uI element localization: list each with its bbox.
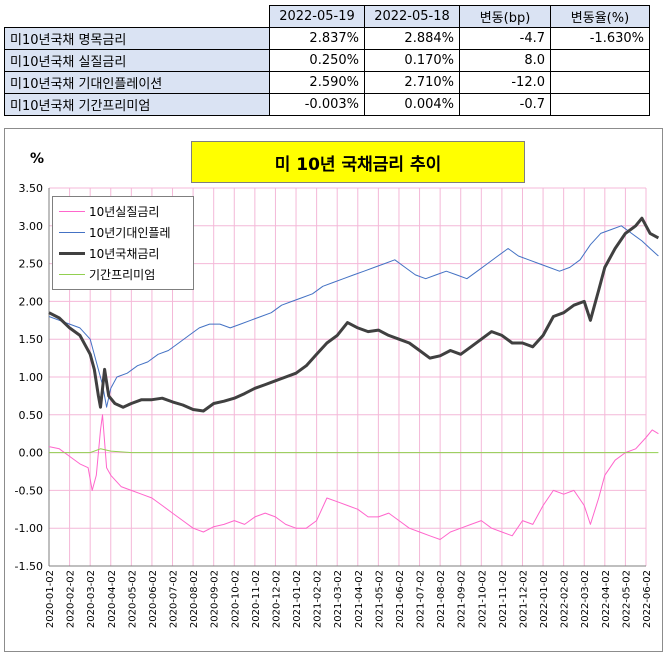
- legend-label: 기간프리미엄: [89, 267, 156, 282]
- x-tick-label: 2020-06-02: [148, 570, 159, 628]
- legend-label: 10년실질금리: [89, 204, 160, 219]
- legend-swatch: [59, 273, 85, 275]
- y-axis-unit: %: [30, 151, 45, 167]
- row-label: 미10년국채 실질금리: [4, 49, 270, 72]
- y-tick-label: -1.00: [15, 522, 43, 535]
- y-tick-label: 2.50: [19, 258, 44, 271]
- series-line-2: [48, 225, 659, 408]
- x-tick-label: 2021-06-02: [395, 570, 406, 628]
- rate-summary-table: 2022-05-19 2022-05-18 변동(bp) 변동율(%) 미10년…: [4, 5, 650, 116]
- row-change-bp: -0.7: [459, 93, 551, 116]
- header-date-1: 2022-05-19: [269, 5, 365, 28]
- x-tick-label: 2021-05-02: [374, 570, 385, 628]
- y-tick-label: 1.50: [19, 333, 44, 346]
- table-row: 미10년국채 실질금리 0.250% 0.170% 8.0: [4, 49, 650, 72]
- x-tick-label: 2022-05-02: [621, 570, 632, 628]
- chart-legend: 10년실질금리 10년기대인플레 10년국채금리 기간프리미엄: [52, 196, 194, 290]
- y-tick-label: 1.00: [19, 371, 44, 384]
- row-change-pct: [550, 49, 650, 72]
- table-row: 미10년국채 기간프리미엄 -0.003% 0.004% -0.7: [4, 93, 650, 116]
- x-tick-label: 2020-05-02: [127, 570, 138, 628]
- legend-item: 10년기대인플레: [59, 224, 171, 240]
- x-tick-label: 2020-12-02: [271, 570, 282, 628]
- x-tick-label: 2021-08-02: [436, 570, 447, 628]
- legend-item: 10년실질금리: [59, 203, 159, 219]
- y-tick-label: 3.00: [19, 220, 44, 233]
- row-change-bp: 8.0: [459, 49, 551, 72]
- x-tick-label: 2021-12-02: [518, 570, 529, 628]
- row-value-d1: 0.250%: [269, 49, 365, 72]
- x-tick-label: 2021-10-02: [477, 570, 488, 628]
- y-tick-label: -0.50: [15, 484, 43, 497]
- x-tick-label: 2022-01-02: [539, 570, 550, 628]
- legend-swatch: [59, 231, 85, 233]
- table-header-row: 2022-05-19 2022-05-18 변동(bp) 변동율(%): [4, 5, 650, 28]
- x-tick-label: 2020-01-02: [45, 570, 56, 628]
- row-value-d1: 2.837%: [269, 27, 365, 50]
- legend-swatch: [59, 210, 85, 212]
- x-tick-label: 2020-11-02: [251, 570, 262, 628]
- row-value-d2: 0.004%: [364, 93, 460, 116]
- table-row: 미10년국채 기대인플레이션 2.590% 2.710% -12.0: [4, 71, 650, 94]
- row-value-d2: 0.170%: [364, 49, 460, 72]
- y-tick-label: 2.00: [19, 295, 44, 308]
- series-line-1: [48, 414, 659, 540]
- x-tick-label: 2021-02-02: [313, 570, 324, 628]
- row-change-pct: [550, 71, 650, 94]
- row-value-d1: 2.590%: [269, 71, 365, 94]
- legend-swatch: [59, 251, 85, 255]
- y-tick-label: 0.00: [19, 447, 44, 460]
- row-label: 미10년국채 기대인플레이션: [4, 71, 270, 94]
- x-tick-label: 2020-10-02: [230, 570, 241, 628]
- table-row: 미10년국채 명목금리 2.837% 2.884% -4.7 -1.630%: [4, 27, 650, 50]
- x-tick-label: 2020-04-02: [107, 570, 118, 628]
- row-label: 미10년국채 기간프리미엄: [4, 93, 270, 116]
- x-tick-label: 2021-07-02: [416, 570, 427, 628]
- x-tick-label: 2021-01-02: [292, 570, 303, 628]
- x-tick-label: 2020-03-02: [86, 570, 97, 628]
- row-value-d2: 2.884%: [364, 27, 460, 50]
- row-change-pct: -1.630%: [550, 27, 650, 50]
- x-tick-label: 2020-09-02: [210, 570, 221, 628]
- y-tick-label: -1.50: [15, 560, 43, 573]
- x-tick-label: 2022-03-02: [580, 570, 591, 628]
- x-tick-label: 2021-11-02: [498, 570, 509, 628]
- chart-title: 미 10년 국채금리 추이: [191, 141, 525, 183]
- x-tick-label: 2022-06-02: [642, 570, 653, 628]
- series-line-3: [48, 216, 660, 413]
- legend-item: 10년국채금리: [59, 245, 159, 261]
- row-change-bp: -12.0: [459, 71, 551, 94]
- row-change-pct: [550, 93, 650, 116]
- row-label: 미10년국채 명목금리: [4, 27, 270, 50]
- header-change-bp: 변동(bp): [459, 5, 551, 28]
- rate-chart: 3.50 3.00 2.50 2.00 1.50 1.00 0.50 0.00 -0.50 -1.…: [4, 128, 663, 652]
- legend-item: 기간프리미엄: [59, 266, 155, 282]
- x-tick-label: 2020-08-02: [189, 570, 200, 628]
- x-tick-label: 2020-02-02: [66, 570, 77, 628]
- row-value-d1: -0.003%: [269, 93, 365, 116]
- x-tick-label: 2021-04-02: [354, 570, 365, 628]
- row-change-bp: -4.7: [459, 27, 551, 50]
- row-value-d2: 2.710%: [364, 71, 460, 94]
- legend-label: 10년국채금리: [89, 246, 160, 261]
- x-tick-label: 2022-04-02: [601, 570, 612, 628]
- header-change-pct: 변동율(%): [550, 5, 650, 28]
- series-line-4: [49, 448, 659, 454]
- legend-label: 10년기대인플레: [89, 225, 171, 240]
- header-date-2: 2022-05-18: [364, 5, 460, 28]
- x-tick-label: 2021-09-02: [457, 570, 468, 628]
- y-tick-label: 0.50: [19, 409, 44, 422]
- table-corner: [4, 5, 270, 28]
- y-tick-label: 3.50: [19, 182, 44, 195]
- x-tick-label: 2020-07-02: [169, 570, 180, 628]
- x-tick-label: 2021-03-02: [333, 570, 344, 628]
- x-tick-label: 2022-02-02: [560, 570, 571, 628]
